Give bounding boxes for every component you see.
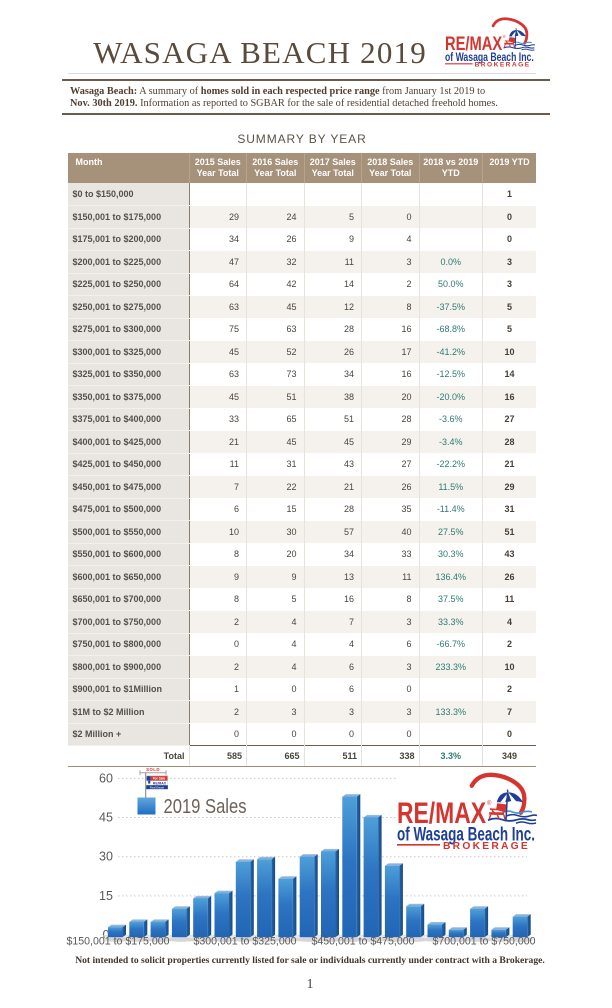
svg-text:0: 0 (103, 928, 110, 942)
svg-text:$450,001 to $475,000: $450,001 to $475,000 (312, 936, 415, 948)
svg-text:2019 Sales: 2019 Sales (164, 796, 247, 818)
svg-text:For Sale: For Sale (153, 777, 166, 781)
svg-text:BROKERAGE: BROKERAGE (475, 62, 531, 69)
svg-text:BROKERAGE: BROKERAGE (443, 841, 530, 852)
svg-text:of Wasaga Beach Inc.: of Wasaga Beach Inc. (445, 50, 534, 64)
svg-text:SOLD: SOLD (146, 767, 160, 772)
svg-text:$150,001 to $175,000: $150,001 to $175,000 (67, 936, 170, 948)
svg-text:of Wasaga Beach Inc.: of Wasaga Beach Inc. (397, 825, 535, 846)
svg-text:45: 45 (99, 811, 113, 825)
svg-text:30: 30 (99, 850, 113, 864)
svg-text:RE/MAX: RE/MAX (445, 34, 502, 55)
svg-text:15: 15 (99, 889, 113, 903)
svg-text:$300,001 to $325,000: $300,001 to $325,000 (194, 936, 297, 948)
svg-text:60: 60 (99, 771, 113, 785)
svg-text:$700,001 to $750,000: $700,001 to $750,000 (433, 936, 536, 948)
svg-text:RE/MAX: RE/MAX (153, 781, 167, 785)
svg-text:Real Estate: Real Estate (150, 785, 165, 789)
svg-text:®: ® (503, 35, 506, 39)
svg-text:RE/MAX: RE/MAX (397, 797, 486, 830)
svg-text:®: ® (487, 800, 492, 807)
